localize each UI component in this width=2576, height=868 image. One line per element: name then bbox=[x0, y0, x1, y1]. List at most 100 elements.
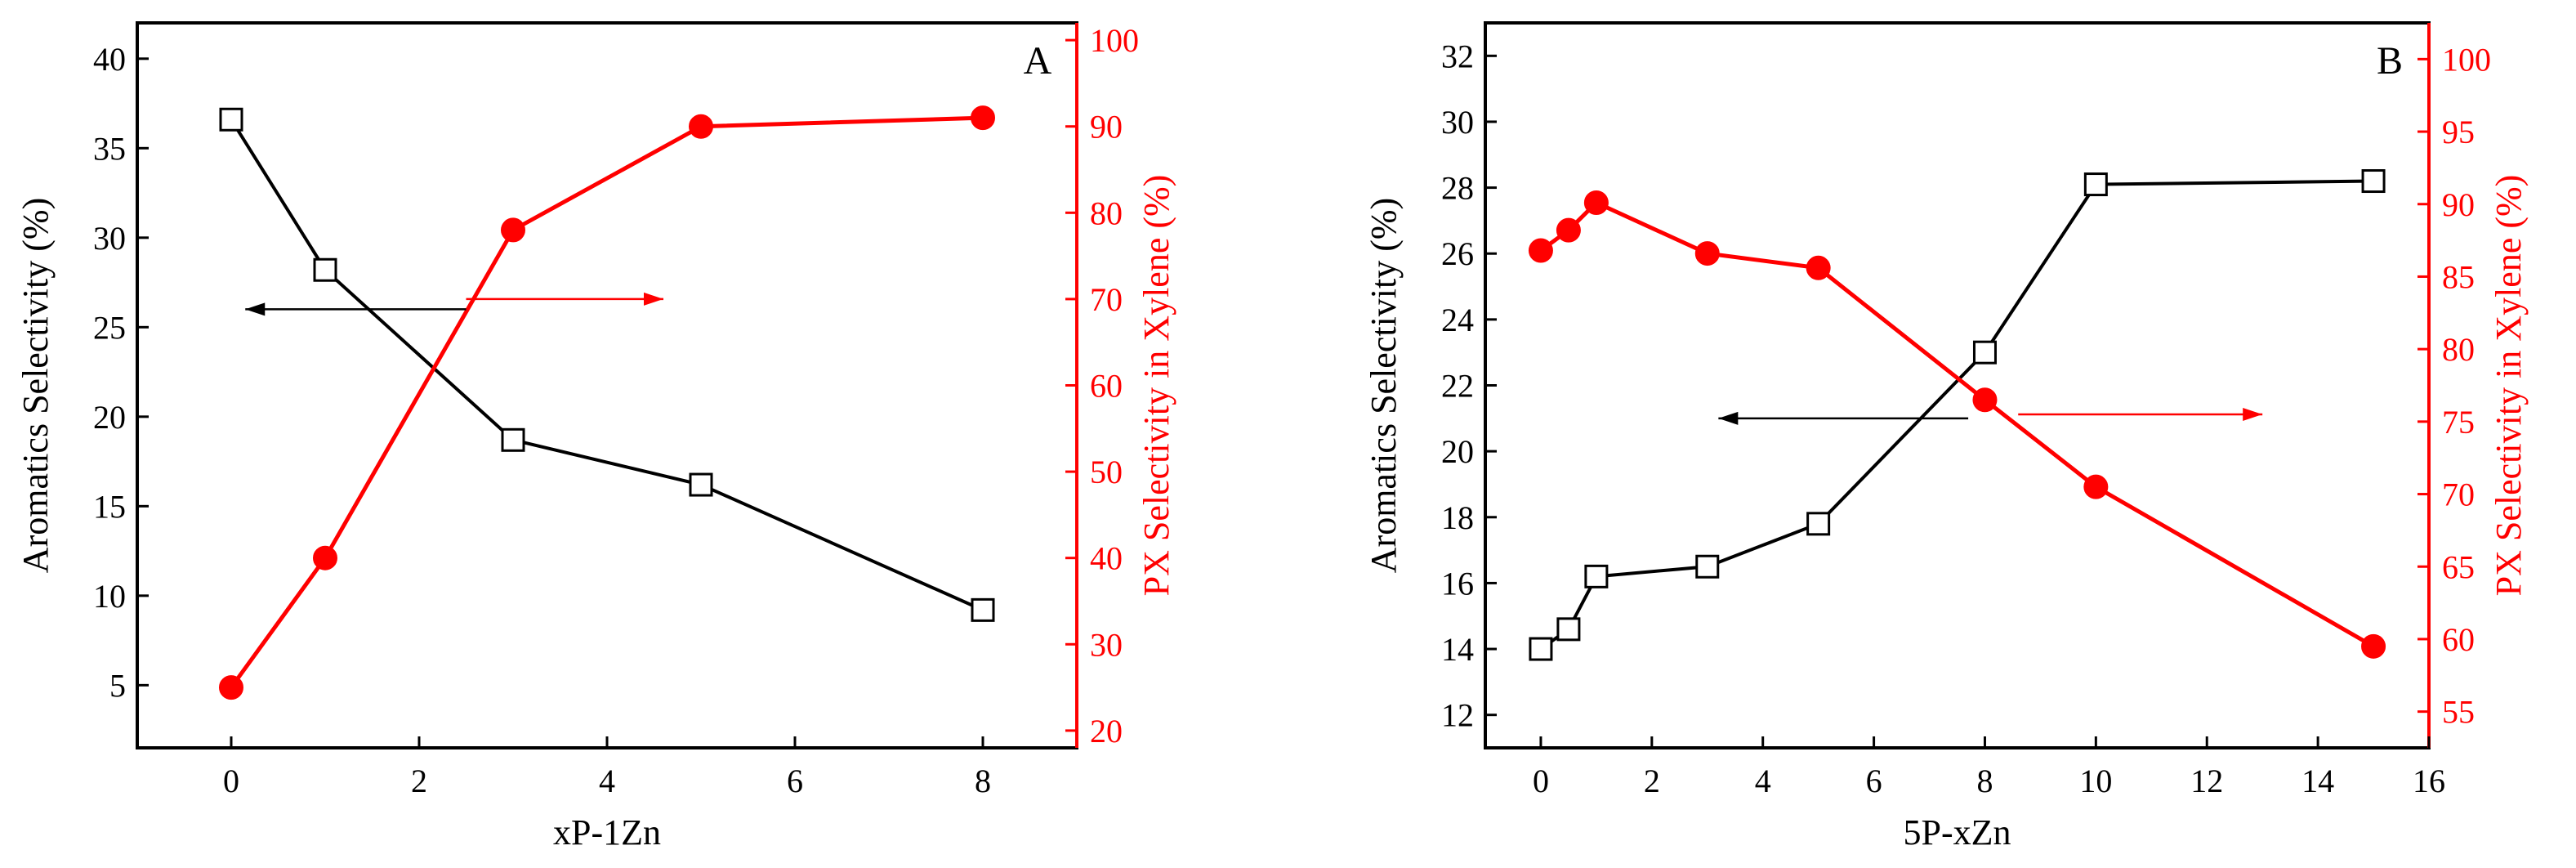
y-left-tick-label: 22 bbox=[1441, 368, 1474, 405]
arrow-head bbox=[1718, 411, 1739, 425]
data-point bbox=[2083, 474, 2109, 499]
x-axis-title: 5P-xZn bbox=[1904, 812, 2011, 852]
data-point bbox=[1806, 512, 1831, 536]
data-point bbox=[501, 217, 525, 243]
x-tick-label: 6 bbox=[1866, 763, 1882, 799]
x-tick-label: 2 bbox=[1644, 763, 1660, 799]
x-tick-label: 0 bbox=[223, 763, 239, 799]
data-point bbox=[1528, 238, 1553, 263]
panel-b: 0 2 4 6 8 10 12 14 16121416182022242628303255606… bbox=[1364, 21, 2529, 852]
y-right-tick-label: 80 bbox=[2442, 331, 2475, 368]
x-tick-label: 8 bbox=[1976, 763, 1993, 799]
y-right-tick-label: 50 bbox=[1090, 454, 1123, 490]
data-point bbox=[1529, 637, 1553, 661]
y-right-tick-label: 100 bbox=[1090, 22, 1139, 59]
y-right-tick-label: 70 bbox=[1090, 281, 1123, 318]
data-point bbox=[689, 472, 713, 497]
y-right-tick-label: 100 bbox=[2442, 41, 2491, 78]
y-left-tick-label: 5 bbox=[109, 667, 126, 704]
x-tick-label: 2 bbox=[411, 763, 427, 799]
y-left-tick-label: 26 bbox=[1441, 235, 1474, 272]
axes-ticks-b: 0 2 4 6 8 10 12 14 16121416182022242628303255606… bbox=[1441, 23, 2491, 799]
plot-frame bbox=[136, 21, 1078, 749]
data-point bbox=[689, 114, 713, 139]
arrow-head bbox=[2243, 407, 2263, 421]
y-right-tick-label: 80 bbox=[1090, 195, 1123, 231]
axes-ticks-a: 0 2 4 6 8 5 10 15 20 25 30 35 40 20 30 40 50 60 70 80 90 100 bbox=[93, 22, 1139, 799]
data-point bbox=[1556, 217, 1581, 243]
x-tick-label: 16 bbox=[2413, 763, 2445, 799]
y-right-tick-label: 55 bbox=[2442, 694, 2475, 731]
data-point bbox=[1584, 564, 1609, 588]
y-left-tick-label: 14 bbox=[1441, 631, 1474, 668]
y-left-tick-label: 25 bbox=[93, 309, 126, 346]
data-point bbox=[2361, 169, 2386, 194]
data-point bbox=[971, 597, 995, 622]
y-right-tick-label: 95 bbox=[2442, 114, 2475, 150]
plot-frame bbox=[1484, 21, 2431, 749]
y-left-tick-label: 20 bbox=[93, 399, 126, 436]
y-right-tick-label: 60 bbox=[2442, 621, 2475, 658]
y-left-tick-label: 28 bbox=[1441, 170, 1474, 207]
y-left-tick-label: 30 bbox=[1441, 104, 1474, 141]
data-point bbox=[313, 257, 337, 282]
data-point bbox=[1972, 387, 1998, 413]
y-right-tick-label: 75 bbox=[2442, 404, 2475, 441]
panel-a: 0 2 4 6 85101520253035402030405060708090100 … bbox=[16, 21, 1176, 852]
panel-letter: A bbox=[1024, 39, 1052, 83]
x-tick-label: 4 bbox=[1755, 763, 1771, 799]
x-tick-label: 10 bbox=[2079, 763, 2112, 799]
y-left-tick-label: 12 bbox=[1441, 697, 1474, 734]
y-right-tick-label: 90 bbox=[1090, 109, 1123, 145]
y-left-tick-label: 16 bbox=[1441, 565, 1474, 602]
y-left-tick-label: 18 bbox=[1441, 499, 1474, 536]
data-point bbox=[219, 107, 243, 132]
data-point bbox=[2083, 172, 2108, 197]
x-tick-label: 14 bbox=[2301, 763, 2334, 799]
y-left-tick-label: 10 bbox=[93, 578, 126, 615]
y-left-axis-title: Aromatics Selectivity (%) bbox=[1364, 198, 1404, 573]
y-right-tick-label: 90 bbox=[2442, 186, 2475, 223]
y-left-tick-label: 15 bbox=[93, 488, 126, 525]
data-point bbox=[1806, 255, 1831, 280]
y-left-tick-label: 32 bbox=[1441, 38, 1474, 74]
marks-a bbox=[219, 105, 995, 700]
y-left-tick-label: 30 bbox=[93, 220, 126, 257]
data-point bbox=[2361, 633, 2386, 659]
y-left-tick-label: 40 bbox=[93, 41, 126, 78]
x-tick-label: 12 bbox=[2190, 763, 2223, 799]
x-tick-label: 4 bbox=[599, 763, 615, 799]
y-right-tick-label: 70 bbox=[2442, 477, 2475, 513]
arrow-head bbox=[644, 292, 663, 306]
data-point bbox=[1972, 340, 1997, 365]
arrow-head bbox=[245, 302, 266, 316]
y-right-tick-label: 65 bbox=[2442, 548, 2475, 585]
y-left-tick-label: 35 bbox=[93, 130, 126, 167]
y-right-tick-label: 40 bbox=[1090, 540, 1123, 577]
x-axis-title: xP-1Zn bbox=[553, 812, 661, 852]
data-point bbox=[1694, 241, 1720, 266]
y-right-tick-label: 85 bbox=[2442, 258, 2475, 295]
marks-b bbox=[1528, 169, 2386, 661]
series-line bbox=[1539, 199, 2375, 648]
y-left-axis-title: Aromatics Selectivity (%) bbox=[16, 198, 56, 573]
x-tick-label: 0 bbox=[1533, 763, 1549, 799]
y-right-tick-label: 60 bbox=[1090, 368, 1123, 405]
y-right-tick-label: 30 bbox=[1090, 626, 1123, 663]
data-point bbox=[219, 675, 243, 700]
y-left-tick-label: 24 bbox=[1441, 302, 1474, 338]
x-tick-label: 8 bbox=[975, 763, 991, 799]
series-line bbox=[230, 119, 984, 612]
x-tick-label: 6 bbox=[787, 763, 803, 799]
series-line bbox=[229, 115, 984, 689]
data-point bbox=[971, 105, 995, 131]
y-right-axis-title: PX Selectivity in Xylene (%) bbox=[2489, 175, 2529, 597]
y-right-axis-title: PX Selectivity in Xylene (%) bbox=[1136, 175, 1176, 597]
y-right-tick-label: 20 bbox=[1090, 713, 1123, 749]
data-point bbox=[313, 545, 337, 570]
panel-letter: B bbox=[2377, 39, 2403, 83]
data-point bbox=[501, 427, 525, 452]
data-point bbox=[1695, 554, 1720, 579]
data-point bbox=[1556, 617, 1581, 642]
